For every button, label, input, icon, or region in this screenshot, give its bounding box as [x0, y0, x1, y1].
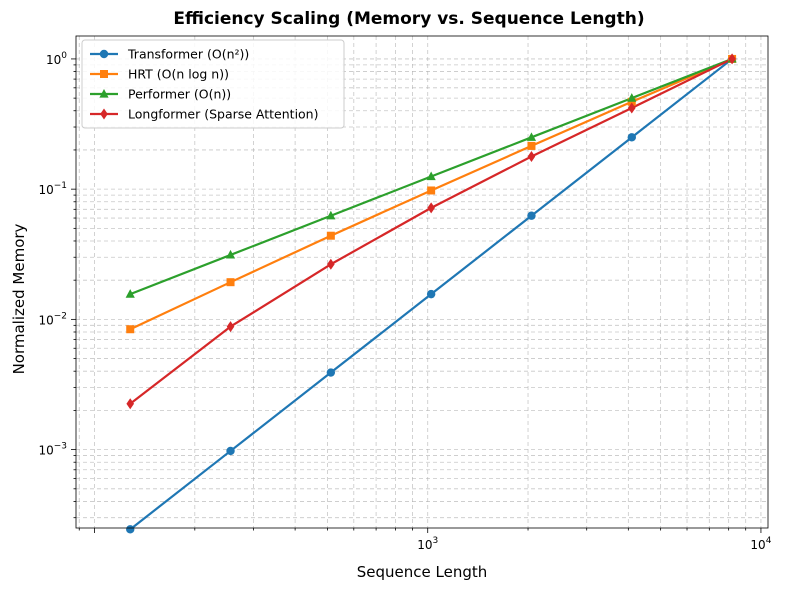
data-point-1: [326, 231, 335, 240]
data-point-3: [126, 398, 135, 410]
data-point-2: [627, 93, 637, 102]
data-point-2: [125, 289, 135, 298]
data-point-2: [426, 171, 436, 181]
data-point-2: [225, 249, 236, 259]
legend: Transformer (O(n²)) HRT (O(n log n)) Perfo…: [81, 39, 345, 129]
x-tick-label: 104: [750, 536, 771, 552]
data-point-1: [627, 97, 636, 106]
data-point-2: [326, 210, 336, 220]
axis-ticks: 103 104 10−3 10−2 10−1 100: [38, 51, 771, 552]
x-tick-label: 103: [417, 536, 438, 552]
data-point-2: [526, 132, 537, 141]
data-point-3: [226, 321, 235, 333]
y-axis-label: Normalized Memory: [10, 223, 28, 374]
y-tick-label: 10−1: [38, 181, 67, 197]
data-point-1: [226, 278, 235, 287]
y-tick-label: 100: [46, 51, 67, 67]
data-point-3: [327, 258, 335, 270]
y-tick-label: 10−2: [38, 311, 67, 327]
legend-label: Performer (O(n)): [128, 87, 231, 102]
data-point-1: [527, 141, 536, 150]
legend-marker: [100, 70, 108, 78]
y-tick-label: 10−3: [38, 442, 67, 458]
plot-markers: [125, 53, 737, 534]
data-point-0: [326, 368, 336, 377]
data-point-1: [427, 186, 436, 195]
legend-marker: [99, 49, 109, 59]
data-point-0: [527, 211, 536, 220]
plot-frame: [75, 35, 769, 529]
legend-label: HRT (O(n log n)): [128, 67, 229, 82]
legend-marker: [99, 89, 109, 98]
legend-label: Transformer (O(n²)): [127, 47, 249, 62]
data-point-3: [427, 202, 435, 214]
data-point-3: [728, 53, 736, 65]
x-axis-label: Sequence Length: [357, 563, 488, 581]
data-point-0: [126, 525, 135, 534]
data-point-0: [226, 446, 235, 456]
data-point-0: [627, 133, 636, 142]
legend-box: [81, 39, 345, 129]
legend-label: Longformer (Sparse Attention): [128, 107, 319, 122]
chart-title: Efficiency Scaling (Memory vs. Sequence …: [173, 9, 644, 29]
data-point-3: [527, 151, 536, 163]
data-point-3: [627, 102, 636, 114]
legend-marker: [100, 108, 108, 120]
data-point-1: [126, 325, 135, 334]
data-point-0: [426, 289, 436, 299]
